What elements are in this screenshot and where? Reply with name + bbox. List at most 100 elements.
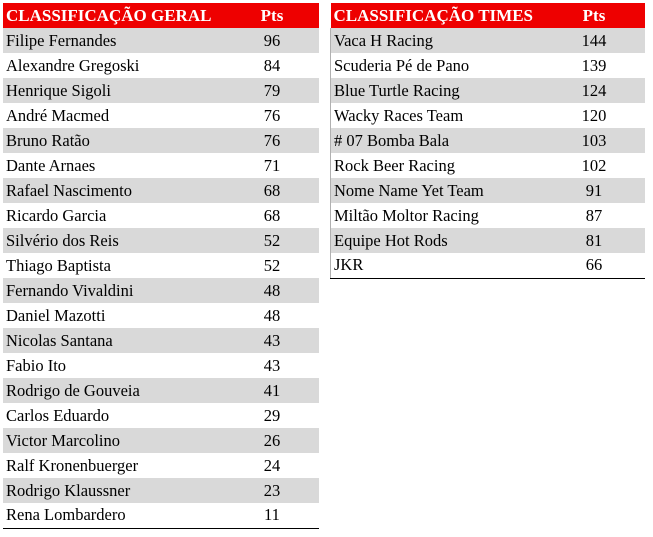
team-pts-cell: 91 bbox=[543, 178, 645, 203]
team-pts-cell: 87 bbox=[543, 203, 645, 228]
team-name-cell: Equipe Hot Rods bbox=[330, 228, 544, 253]
driver-table-row: Rodrigo Klaussner 23 bbox=[3, 478, 319, 503]
driver-name-cell: Rodrigo Klaussner bbox=[3, 478, 225, 503]
driver-name-cell: Carlos Eduardo bbox=[3, 403, 225, 428]
driver-pts-cell: 52 bbox=[225, 253, 319, 278]
team-table-row: Miltão Moltor Racing 87 bbox=[330, 203, 645, 228]
team-name-cell: # 07 Bomba Bala bbox=[330, 128, 544, 153]
drivers-pts-header: Pts bbox=[225, 3, 319, 28]
team-table-row: Scuderia Pé de Pano 139 bbox=[330, 53, 645, 78]
drivers-standings-table: CLASSIFICAÇÃO GERAL Pts Filipe Fernandes… bbox=[3, 3, 319, 529]
driver-table-row: Ralf Kronenbuerger 24 bbox=[3, 453, 319, 478]
team-table-row: Wacky Races Team 120 bbox=[330, 103, 645, 128]
driver-table-row: Victor Marcolino 26 bbox=[3, 428, 319, 453]
driver-table-row: Ricardo Garcia 68 bbox=[3, 203, 319, 228]
driver-name-cell: Ricardo Garcia bbox=[3, 203, 225, 228]
driver-table-row: Nicolas Santana 43 bbox=[3, 328, 319, 353]
teams-pts-header: Pts bbox=[543, 3, 645, 28]
team-table-row: Blue Turtle Racing 124 bbox=[330, 78, 645, 103]
team-name-cell: JKR bbox=[330, 253, 544, 279]
drivers-table-title: CLASSIFICAÇÃO GERAL bbox=[3, 3, 225, 28]
driver-pts-cell: 11 bbox=[225, 503, 319, 529]
team-name-cell: Scuderia Pé de Pano bbox=[330, 53, 544, 78]
driver-name-cell: Silvério dos Reis bbox=[3, 228, 225, 253]
team-pts-cell: 124 bbox=[543, 78, 645, 103]
team-table-row: Nome Name Yet Team 91 bbox=[330, 178, 645, 203]
teams-table-title: CLASSIFICAÇÃO TIMES bbox=[330, 3, 544, 28]
driver-pts-cell: 52 bbox=[225, 228, 319, 253]
driver-name-cell: Daniel Mazotti bbox=[3, 303, 225, 328]
driver-pts-cell: 48 bbox=[225, 303, 319, 328]
team-name-cell: Nome Name Yet Team bbox=[330, 178, 544, 203]
driver-pts-cell: 79 bbox=[225, 78, 319, 103]
driver-name-cell: Henrique Sigoli bbox=[3, 78, 225, 103]
driver-table-row: Filipe Fernandes 96 bbox=[3, 28, 319, 53]
driver-table-row: Carlos Eduardo 29 bbox=[3, 403, 319, 428]
driver-name-cell: Ralf Kronenbuerger bbox=[3, 453, 225, 478]
drivers-table-body: Filipe Fernandes 96 Alexandre Gregoski 84 He… bbox=[3, 28, 319, 529]
driver-pts-cell: 48 bbox=[225, 278, 319, 303]
driver-pts-cell: 23 bbox=[225, 478, 319, 503]
driver-table-row: Fabio Ito 43 bbox=[3, 353, 319, 378]
driver-pts-cell: 41 bbox=[225, 378, 319, 403]
team-table-row: # 07 Bomba Bala 103 bbox=[330, 128, 645, 153]
driver-pts-cell: 26 bbox=[225, 428, 319, 453]
driver-name-cell: Thiago Baptista bbox=[3, 253, 225, 278]
driver-table-row: Alexandre Gregoski 84 bbox=[3, 53, 319, 78]
driver-pts-cell: 71 bbox=[225, 153, 319, 178]
team-pts-cell: 144 bbox=[543, 28, 645, 53]
driver-pts-cell: 96 bbox=[225, 28, 319, 53]
team-name-cell: Blue Turtle Racing bbox=[330, 78, 544, 103]
driver-name-cell: Rafael Nascimento bbox=[3, 178, 225, 203]
driver-pts-cell: 68 bbox=[225, 178, 319, 203]
teams-standings-table: CLASSIFICAÇÃO TIMES Pts Vaca H Racing 144… bbox=[330, 3, 645, 279]
driver-table-row: Dante Arnaes 71 bbox=[3, 153, 319, 178]
driver-name-cell: Alexandre Gregoski bbox=[3, 53, 225, 78]
driver-table-row: Silvério dos Reis 52 bbox=[3, 228, 319, 253]
driver-name-cell: Victor Marcolino bbox=[3, 428, 225, 453]
team-pts-cell: 120 bbox=[543, 103, 645, 128]
team-name-cell: Vaca H Racing bbox=[330, 28, 544, 53]
driver-name-cell: Nicolas Santana bbox=[3, 328, 225, 353]
driver-name-cell: Filipe Fernandes bbox=[3, 28, 225, 53]
driver-name-cell: Rena Lombardero bbox=[3, 503, 225, 529]
driver-table-row: Bruno Ratão 76 bbox=[3, 128, 319, 153]
drivers-header-row: CLASSIFICAÇÃO GERAL Pts bbox=[3, 3, 319, 28]
team-pts-cell: 139 bbox=[543, 53, 645, 78]
driver-table-row: Daniel Mazotti 48 bbox=[3, 303, 319, 328]
driver-table-row: Fernando Vivaldini 48 bbox=[3, 278, 319, 303]
driver-name-cell: Fernando Vivaldini bbox=[3, 278, 225, 303]
driver-pts-cell: 43 bbox=[225, 353, 319, 378]
driver-pts-cell: 43 bbox=[225, 328, 319, 353]
team-name-cell: Wacky Races Team bbox=[330, 103, 544, 128]
team-table-row: JKR 66 bbox=[330, 253, 645, 279]
driver-name-cell: Bruno Ratão bbox=[3, 128, 225, 153]
team-table-row: Rock Beer Racing 102 bbox=[330, 153, 645, 178]
driver-pts-cell: 84 bbox=[225, 53, 319, 78]
team-pts-cell: 81 bbox=[543, 228, 645, 253]
driver-table-row: Rodrigo de Gouveia 41 bbox=[3, 378, 319, 403]
teams-table-body: Vaca H Racing 144 Scuderia Pé de Pano 139 Bl… bbox=[330, 28, 645, 279]
team-pts-cell: 66 bbox=[543, 253, 645, 279]
driver-name-cell: Dante Arnaes bbox=[3, 153, 225, 178]
team-name-cell: Miltão Moltor Racing bbox=[330, 203, 544, 228]
teams-header-row: CLASSIFICAÇÃO TIMES Pts bbox=[330, 3, 645, 28]
driver-name-cell: Fabio Ito bbox=[3, 353, 225, 378]
team-table-row: Vaca H Racing 144 bbox=[330, 28, 645, 53]
driver-pts-cell: 68 bbox=[225, 203, 319, 228]
driver-table-row: André Macmed 76 bbox=[3, 103, 319, 128]
team-name-cell: Rock Beer Racing bbox=[330, 153, 544, 178]
team-table-row: Equipe Hot Rods 81 bbox=[330, 228, 645, 253]
driver-pts-cell: 24 bbox=[225, 453, 319, 478]
driver-pts-cell: 76 bbox=[225, 128, 319, 153]
team-pts-cell: 103 bbox=[543, 128, 645, 153]
driver-table-row: Rafael Nascimento 68 bbox=[3, 178, 319, 203]
driver-pts-cell: 76 bbox=[225, 103, 319, 128]
driver-table-row: Rena Lombardero 11 bbox=[3, 503, 319, 529]
driver-name-cell: Rodrigo de Gouveia bbox=[3, 378, 225, 403]
driver-table-row: Henrique Sigoli 79 bbox=[3, 78, 319, 103]
team-pts-cell: 102 bbox=[543, 153, 645, 178]
driver-table-row: Thiago Baptista 52 bbox=[3, 253, 319, 278]
driver-pts-cell: 29 bbox=[225, 403, 319, 428]
driver-name-cell: André Macmed bbox=[3, 103, 225, 128]
